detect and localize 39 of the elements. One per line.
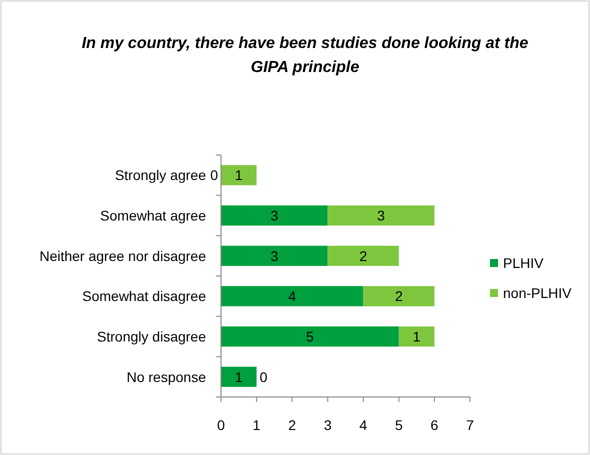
x-tick-label: 5 (394, 417, 403, 433)
data-label: 1 (234, 167, 243, 184)
bar (328, 246, 399, 266)
bar (363, 286, 434, 306)
x-tick-label: 1 (252, 417, 261, 433)
bar (221, 205, 328, 226)
bar (221, 165, 257, 186)
data-label: 2 (394, 288, 403, 304)
data-label: 5 (306, 328, 314, 344)
y-tick-label: Somewhat agree (100, 208, 206, 224)
x-tick-label: 0 (217, 417, 226, 433)
x-tick-label: 4 (359, 417, 368, 433)
x-tick-label: 2 (288, 417, 296, 433)
data-label: 0 (210, 167, 218, 184)
data-label: 3 (270, 248, 278, 264)
bar (221, 286, 364, 306)
x-tick-label: 6 (430, 417, 439, 433)
data-label: 1 (412, 328, 421, 344)
legend-label: PLHIV (503, 255, 544, 271)
bar (328, 205, 434, 226)
chart-title: In my country, there have been studies done looking at the GIPA principle (82, 35, 528, 76)
y-tick-label: Strongly agree (114, 167, 206, 184)
bar (221, 246, 328, 266)
data-label: 3 (270, 208, 278, 224)
data-label: 0 (260, 368, 268, 385)
bar (398, 326, 434, 347)
data-label: 3 (377, 208, 386, 224)
y-tick-label: Neither agree nor disagree (39, 248, 206, 264)
y-tick-label: Somewhat disagree (82, 288, 206, 304)
bar (221, 326, 399, 347)
data-label: 1 (234, 368, 243, 385)
legend-label: non-PLHIV (503, 285, 572, 301)
bar (221, 366, 257, 387)
data-label: 4 (288, 288, 296, 304)
x-tick-label: 3 (324, 417, 332, 433)
y-tick-label: Strongly disagree (97, 328, 206, 344)
y-tick-label: No response (126, 368, 206, 385)
data-label: 2 (359, 248, 368, 264)
x-tick-label: 7 (466, 417, 474, 433)
